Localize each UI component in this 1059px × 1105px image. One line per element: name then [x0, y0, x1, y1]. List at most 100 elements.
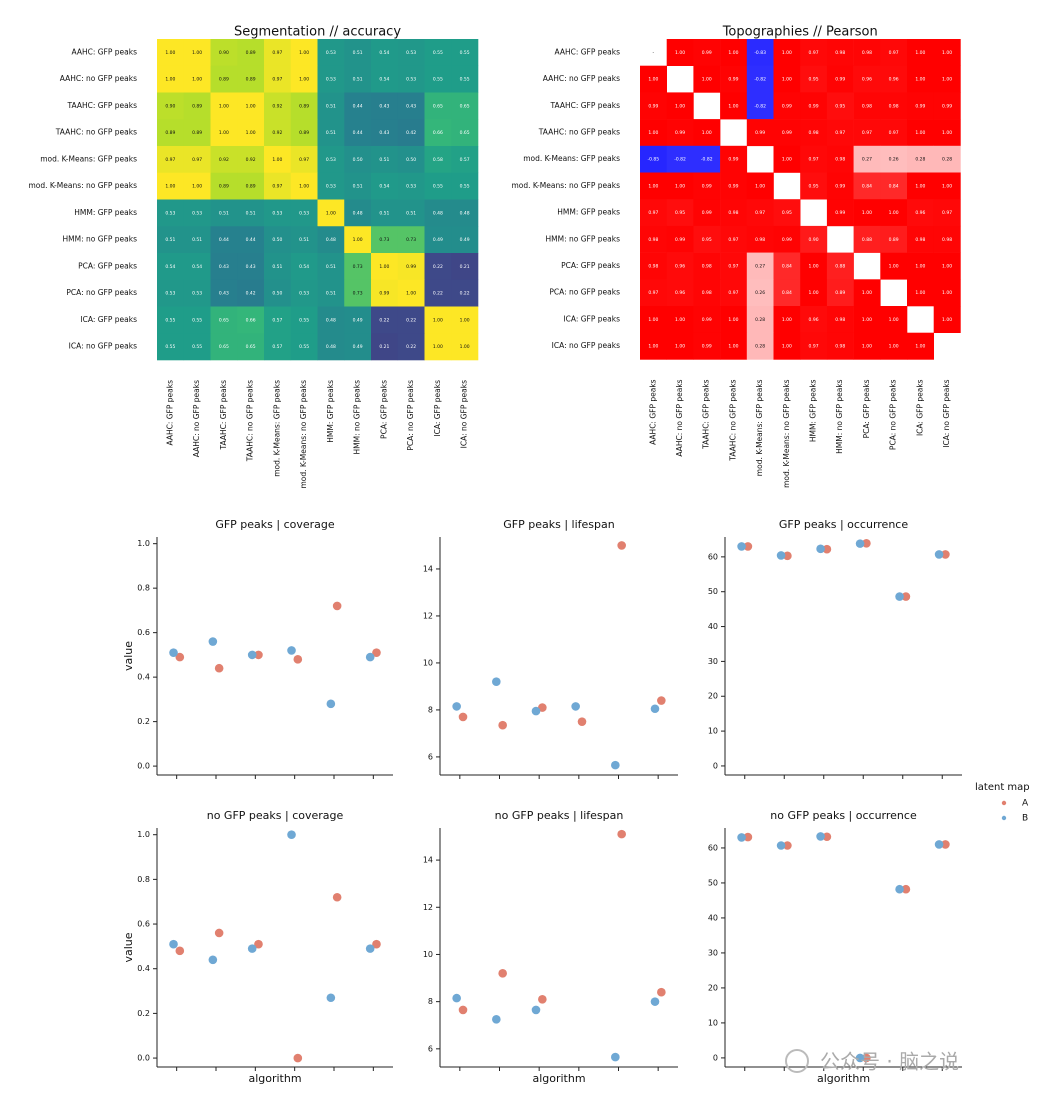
- cell-label: 0.53: [406, 77, 416, 83]
- heatmap-cell: [800, 279, 828, 307]
- cell-label: 0.53: [192, 210, 202, 216]
- cell-label: 0.99: [782, 130, 792, 136]
- point: [247, 650, 257, 660]
- cell-label: 0.55: [433, 184, 443, 190]
- cell-label: 0.99: [648, 103, 658, 109]
- cell-label: 0.26: [755, 290, 765, 296]
- heatmap-cell: [880, 199, 908, 227]
- cell-label: 1.00: [889, 344, 899, 350]
- cell-label: 0.44: [353, 130, 363, 136]
- heatmap-cell: [210, 92, 238, 120]
- cell-label: 0.97: [862, 130, 872, 136]
- column-label: PCA: GFP peaks: [862, 379, 871, 438]
- point: [577, 717, 587, 726]
- heatmap-cell: [264, 253, 292, 281]
- row-label: ICA: no GFP peaks: [69, 342, 137, 351]
- cell-label: 0.97: [272, 77, 282, 83]
- cell-label: 0.99: [675, 237, 685, 243]
- cell-label: 0.51: [272, 264, 282, 270]
- cell-label: 0.89: [889, 237, 899, 243]
- heatmap-cell: [640, 225, 667, 253]
- heatmap-cell: [210, 146, 238, 174]
- heatmap-cell: [424, 92, 452, 120]
- cell-label: 1.00: [433, 344, 443, 350]
- heatmap-cell: [264, 199, 292, 227]
- heatmap-cell: [237, 279, 265, 307]
- point: [332, 892, 342, 902]
- cell-label: 0.97: [648, 210, 658, 216]
- cell-label: -0.83: [754, 50, 766, 56]
- heatmap-cell: [317, 199, 345, 227]
- heatmap-cell: [157, 39, 185, 67]
- heatmap-cell: [773, 279, 801, 307]
- heatmap-cell: [397, 146, 425, 174]
- heatmap-cell: [264, 146, 292, 174]
- cell-label: 0.54: [379, 50, 389, 56]
- y-tick-label: 12: [423, 611, 433, 620]
- cell-label: 0.53: [299, 291, 309, 297]
- cell-label: 0.51: [379, 157, 389, 163]
- heatmap-cell: [371, 146, 399, 174]
- heatmap-cell: [640, 172, 667, 200]
- point: [862, 538, 871, 548]
- y-tick-label: 0.0: [137, 1054, 150, 1063]
- cell-label: 0.95: [809, 183, 819, 189]
- heatmap-cell: [424, 226, 452, 254]
- y-tick-label: 1.0: [137, 539, 150, 548]
- heatmap-cell: [424, 333, 452, 361]
- heatmap-cell: [451, 39, 479, 67]
- point: [458, 1005, 468, 1015]
- point: [498, 969, 507, 978]
- heatmap-cell: [317, 226, 345, 254]
- heatmap-cell: [720, 199, 748, 227]
- heatmap-cell: [397, 253, 425, 281]
- cell-label: 0.48: [433, 210, 443, 216]
- column-label: HMM: no GFP peaks: [353, 380, 362, 455]
- column-label: TAAHC: no GFP peaks: [246, 380, 255, 462]
- cell-label: 0.97: [165, 157, 175, 163]
- heatmap-cell: [290, 172, 318, 200]
- cell-label: 0.99: [835, 183, 845, 189]
- cell-label: 0.98: [889, 103, 899, 109]
- cell-label: 0.97: [809, 344, 819, 350]
- y-tick-label: 0: [713, 761, 718, 770]
- cell-label: 0.97: [192, 157, 202, 163]
- heatmap-cell: [371, 199, 399, 227]
- cell-label: 0.89: [165, 130, 175, 136]
- legend-marker: [1001, 800, 1007, 806]
- heatmap-cell: [183, 146, 211, 174]
- heatmap-cell: [693, 332, 721, 360]
- panel-title: GFP peaks | coverage: [215, 518, 335, 531]
- point: [175, 946, 185, 956]
- cell-label: 0.48: [326, 344, 336, 350]
- cell-label: -0.82: [754, 103, 766, 109]
- cell-label: 0.88: [835, 263, 845, 269]
- heatmap-cell: [371, 279, 399, 307]
- heatmap-cell: [933, 172, 961, 200]
- heatmap-cell: [773, 199, 801, 227]
- heatmap-cell: [720, 332, 748, 360]
- cell-label: 0.73: [353, 264, 363, 270]
- cell-label: 1.00: [702, 77, 712, 83]
- cell-label: 0.51: [353, 184, 363, 190]
- cell-label: 1.00: [326, 210, 336, 216]
- heatmap-cell: [344, 39, 372, 67]
- cell-label: 0.99: [728, 183, 738, 189]
- y-tick-label: 20: [708, 692, 718, 701]
- cell-label: 0.28: [942, 157, 952, 163]
- cell-label: 0.89: [219, 77, 229, 83]
- y-tick-label: 0: [713, 1053, 718, 1062]
- cell-label: 0.53: [326, 77, 336, 83]
- cell-label: 0.96: [809, 317, 819, 323]
- row-label: mod. K-Means: GFP peaks: [40, 154, 137, 163]
- heatmap-cell: [237, 253, 265, 281]
- heatmap-cell: [237, 172, 265, 200]
- heatmap-cell: [666, 172, 694, 200]
- cell-label: 0.99: [728, 77, 738, 83]
- cell-label: 0.88: [862, 237, 872, 243]
- point: [617, 829, 626, 839]
- cell-label: 0.54: [299, 264, 309, 270]
- cell-label: 0.99: [835, 210, 845, 216]
- heatmap-cell: [773, 225, 801, 253]
- cell-label: 1.00: [219, 130, 229, 136]
